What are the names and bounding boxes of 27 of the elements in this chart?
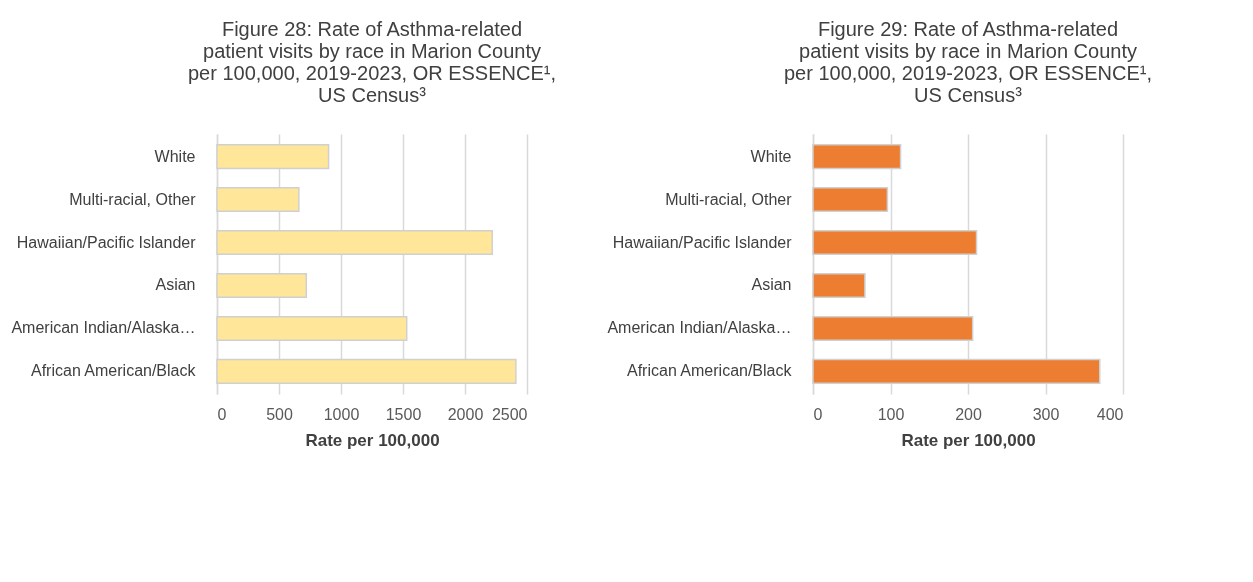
- y-tick-label: White: [750, 147, 792, 165]
- x-tick-label: 300: [1032, 405, 1060, 423]
- y-tick-label: American Indian/Alaska…: [11, 319, 196, 337]
- y-tick-label: Asian: [751, 276, 792, 294]
- y-tick-label: Asian: [155, 276, 196, 294]
- x-tick-label: 500: [266, 405, 293, 423]
- x-axis-title: Rate per 100,000: [901, 430, 1036, 450]
- y-tick-label: American Indian/Alaska…: [607, 319, 792, 337]
- x-tick-label: 200: [955, 405, 982, 423]
- y-tick-label: Hawaiian/Pacific Islander: [612, 233, 793, 251]
- x-tick-label: 1500: [385, 405, 422, 423]
- y-tick-label: Multi-racial, Other: [665, 190, 793, 208]
- chart-title: Figure 28: Rate of Asthma-related patient visits by race in Marion County per 100,000, 2019-2023, OR ESSENCE¹, US Census³: [188, 18, 556, 106]
- y-tick-label: African American/Black: [626, 362, 793, 380]
- y-tick-label: Hawaiian/Pacific Islander: [16, 233, 197, 251]
- y-tick-label: African American/Black: [30, 362, 197, 380]
- x-tick-label: 1000: [323, 405, 360, 423]
- x-axis-title: Rate per 100,000: [305, 430, 440, 450]
- chart-title: Figure 29: Rate of Asthma-related patient visits by race in Marion County per 100,000, 2019-2023, OR ESSENCE¹, US Census³: [784, 18, 1152, 106]
- x-tick-label: 2500: [491, 405, 528, 423]
- y-tick-label: Multi-racial, Other: [69, 190, 197, 208]
- x-tick-label: 100: [877, 405, 905, 423]
- x-tick-label: 0: [217, 405, 227, 423]
- x-tick-label: 0: [813, 405, 823, 423]
- y-tick-label: White: [154, 147, 196, 165]
- x-tick-label: 400: [1096, 405, 1124, 423]
- x-tick-label: 2000: [447, 405, 484, 423]
